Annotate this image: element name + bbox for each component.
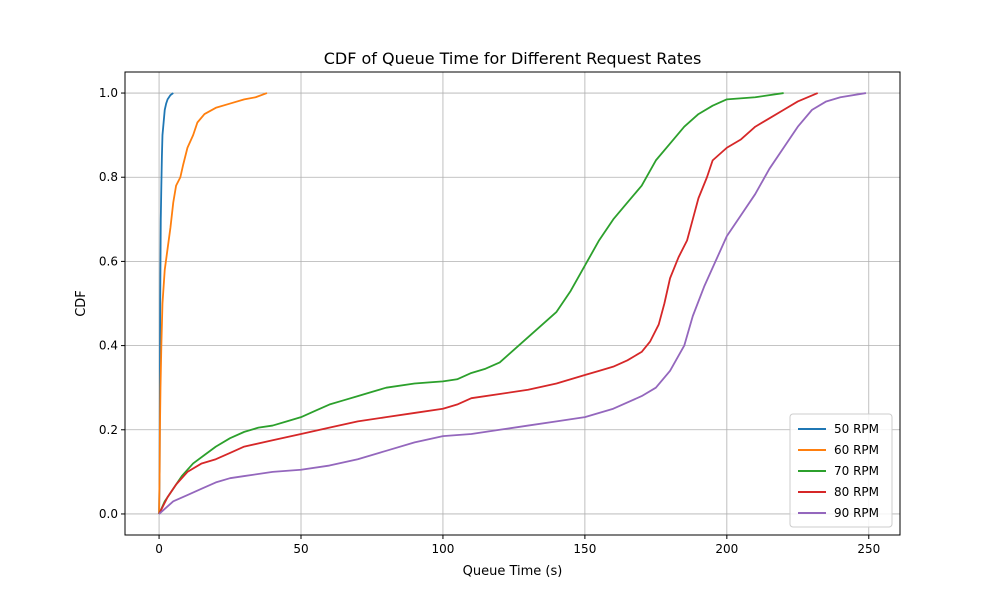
series-line-70-rpm <box>158 92 784 515</box>
series-line-80-rpm <box>158 92 819 515</box>
legend: 50 RPM 60 RPM 70 RPM 80 RPM 90 RPM <box>789 413 893 528</box>
y-tick-label: 0.6 <box>99 254 118 268</box>
y-tick-label: 0.0 <box>99 507 118 521</box>
series-line-50-rpm <box>158 92 174 514</box>
y-tick-label: 0.2 <box>99 423 118 437</box>
plot-frame <box>124 71 901 536</box>
chart-title: CDF of Queue Time for Different Request … <box>324 49 702 68</box>
legend-label: 50 RPM <box>834 422 879 436</box>
x-tick-label: 200 <box>715 542 738 556</box>
x-tick-label: 150 <box>573 542 596 556</box>
legend-label: 60 RPM <box>834 443 879 457</box>
legend-box <box>789 413 893 528</box>
x-tick-label: 100 <box>431 542 454 556</box>
series-line-60-rpm <box>158 92 268 514</box>
y-tick-label: 0.4 <box>99 339 118 353</box>
y-axis-label: CDF <box>74 290 89 317</box>
legend-label: 90 RPM <box>834 506 879 520</box>
x-tick-label: 50 <box>293 542 308 556</box>
x-tick-label: 250 <box>857 542 880 556</box>
series-lines <box>158 92 867 515</box>
legend-label: 70 RPM <box>834 464 879 478</box>
legend-label: 80 RPM <box>834 485 879 499</box>
series-line-90-rpm <box>158 92 867 515</box>
axis-ticks: 0 50 100 150 200 250 0.0 0.2 0.4 0.6 0.8 1.0 <box>99 86 880 556</box>
y-tick-label: 1.0 <box>99 86 118 100</box>
x-tick-label: 0 <box>155 542 163 556</box>
y-tick-label: 0.8 <box>99 170 118 184</box>
x-axis-label: Queue Time (s) <box>463 564 563 579</box>
